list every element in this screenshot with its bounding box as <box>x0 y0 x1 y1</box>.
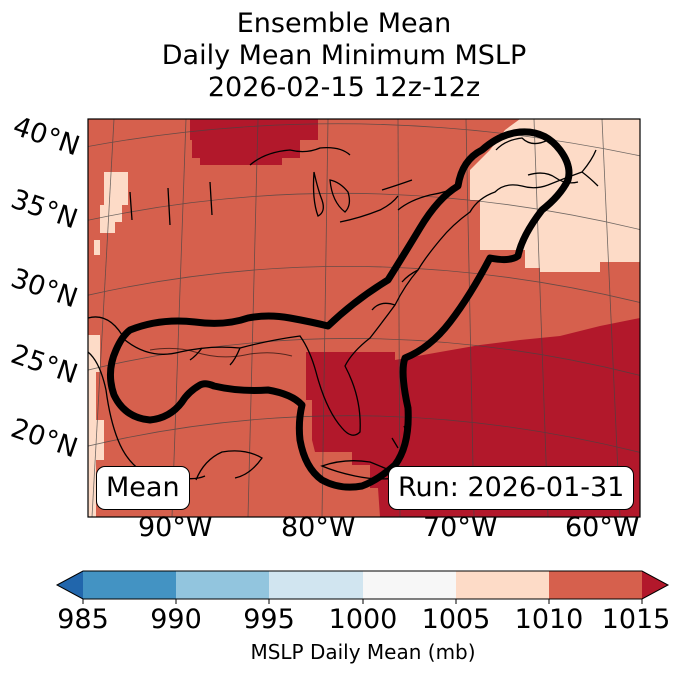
colorbar-extend-high <box>642 571 668 599</box>
colorbar-bin-1000-1005 <box>363 571 456 599</box>
colorbar-tick-1015: 1015 <box>601 604 671 635</box>
lon-label-90w: 90°W <box>138 512 213 543</box>
lon-label-70w: 70°W <box>423 512 498 543</box>
map-panel <box>88 119 640 517</box>
colorbar-tick-985: 985 <box>57 604 109 635</box>
high-pressure-region-north <box>190 119 318 165</box>
colorbar-tick-1010: 1010 <box>514 604 584 635</box>
low-pressure-region-southwest <box>88 335 104 517</box>
colorbar-extend-low <box>57 571 83 599</box>
ensemble-contour <box>107 128 573 491</box>
colorbar-bin-1005-1010 <box>456 571 549 599</box>
colorbar <box>55 570 670 604</box>
colorbar-tick-990: 990 <box>150 604 202 635</box>
ensemble-contour-inner <box>149 347 293 358</box>
mean-label-box: Mean <box>96 466 190 510</box>
lon-label-60w: 60°W <box>565 512 640 543</box>
colorbar-bin-1010-1015 <box>549 571 642 599</box>
run-date-box: Run: 2026-01-31 <box>388 466 635 510</box>
map-frame <box>87 118 641 518</box>
colorbar-tick-995: 995 <box>243 604 295 635</box>
colorbar-label: MSLP Daily Mean (mb) <box>250 640 476 664</box>
colorbar-bin-990-995 <box>176 571 269 599</box>
title-line-2: Daily Mean Minimum MSLP <box>161 40 527 71</box>
colorbar-tick-1005: 1005 <box>421 604 491 635</box>
colorbar-bin-985-990 <box>83 571 176 599</box>
lon-label-80w: 80°W <box>281 512 356 543</box>
colorbar-bin-995-1000 <box>269 571 363 599</box>
colorbar-tick-1000: 1000 <box>328 604 398 635</box>
low-pressure-region-west <box>94 172 128 255</box>
title-line-3: 2026-02-15 12z-12z <box>207 72 481 103</box>
title-line-1: Ensemble Mean <box>236 8 452 39</box>
